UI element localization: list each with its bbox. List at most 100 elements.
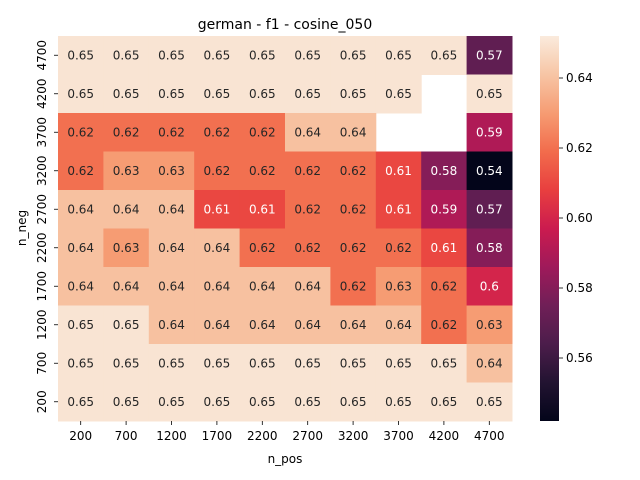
heatmap-cell <box>58 228 104 268</box>
cell-value-label: 0.64 <box>476 356 503 370</box>
cell-value-label: 0.62 <box>431 318 458 332</box>
heatmap-cell <box>421 305 468 345</box>
heatmap-cell <box>148 74 195 114</box>
heatmap-cell <box>239 36 286 75</box>
cell-value-label: 0.65 <box>431 356 458 370</box>
heatmap-cell <box>103 267 150 306</box>
heatmap-cell <box>285 74 331 114</box>
heatmap-cell <box>330 151 377 191</box>
x-tick-label: 700 <box>115 429 138 443</box>
colorbar-tick-label: 0.62 <box>566 141 593 155</box>
cell-value-labels: 0.65 0.65 0.65 0.65 0.65 0.65 0.65 0.65 0.65 0.57… <box>67 48 502 409</box>
cell-value-label: 0.65 <box>204 48 231 62</box>
cell-value-label: 0.65 <box>249 87 276 101</box>
cell-value-label: 0.6 <box>480 279 499 293</box>
cell-value-label: 0.65 <box>294 395 321 409</box>
cell-value-label: 0.61 <box>431 241 458 255</box>
cell-value-label: 0.59 <box>431 202 458 216</box>
cell-value-label: 0.65 <box>249 395 276 409</box>
heatmap-cell <box>330 344 377 383</box>
cell-value-label: 0.65 <box>249 356 276 370</box>
y-tick-label: 3200 <box>35 155 49 186</box>
heatmap-cell <box>58 151 104 191</box>
cell-value-label: 0.62 <box>158 125 185 139</box>
chart-title: german - f1 - cosine_050 <box>198 17 373 33</box>
cell-value-label: 0.65 <box>431 48 458 62</box>
cell-value-label: 0.62 <box>294 202 321 216</box>
heatmap-cell <box>421 228 468 268</box>
heatmap-cell <box>103 74 150 114</box>
heatmap-cell <box>194 267 241 306</box>
heatmap-cell <box>375 305 422 345</box>
cell-value-label: 0.65 <box>67 395 94 409</box>
heatmap-cell <box>58 36 104 75</box>
cell-value-label: 0.63 <box>385 279 412 293</box>
heatmap-cell <box>148 151 195 191</box>
cell-value-label: 0.65 <box>204 395 231 409</box>
heatmap-cell <box>148 113 195 152</box>
heatmap-cell <box>466 36 513 75</box>
heatmap-cell <box>421 36 468 75</box>
cell-value-label: 0.62 <box>249 125 276 139</box>
heatmap-cell <box>239 382 286 422</box>
heatmap-cell <box>194 151 241 191</box>
cell-value-label: 0.62 <box>249 241 276 255</box>
cell-value-label: 0.64 <box>67 241 94 255</box>
heatmap-cell <box>330 74 377 114</box>
y-axis-label: n_neg <box>15 210 29 246</box>
heatmap-cell <box>103 36 150 75</box>
heatmap-cell <box>421 151 468 191</box>
cell-value-label: 0.64 <box>204 318 231 332</box>
heatmap-cell <box>330 228 377 268</box>
heatmap-cell <box>285 344 331 383</box>
heatmap-cell <box>194 344 241 383</box>
heatmap-cell <box>285 36 331 75</box>
heatmap-cell <box>330 267 377 306</box>
heatmap-cell <box>285 305 331 345</box>
cell-value-label: 0.65 <box>249 48 276 62</box>
cell-value-label: 0.65 <box>385 48 412 62</box>
heatmap-cell <box>375 344 422 383</box>
heatmap-cell <box>239 74 286 114</box>
cell-value-label: 0.64 <box>158 241 185 255</box>
cell-value-label: 0.65 <box>113 87 140 101</box>
heatmap-cell <box>466 382 513 422</box>
cell-value-label: 0.63 <box>113 164 140 178</box>
cell-value-label: 0.58 <box>476 241 503 255</box>
colorbar-tick-label: 0.56 <box>566 351 593 365</box>
cell-value-label: 0.62 <box>340 202 367 216</box>
heatmap-cell <box>148 36 195 75</box>
cell-value-label: 0.58 <box>431 164 458 178</box>
cell-value-label: 0.64 <box>294 279 321 293</box>
y-tick-label: 1200 <box>35 309 49 340</box>
heatmap-cell <box>466 228 513 268</box>
heatmap-cell <box>148 228 195 268</box>
cell-value-label: 0.62 <box>340 279 367 293</box>
y-tick-label: 4700 <box>35 40 49 71</box>
heatmap-cell <box>330 382 377 422</box>
x-tick-label: 2700 <box>292 429 323 443</box>
cell-value-label: 0.65 <box>158 395 185 409</box>
heatmap-cell <box>239 344 286 383</box>
cell-value-label: 0.62 <box>249 164 276 178</box>
heatmap-cell <box>58 305 104 345</box>
cell-value-label: 0.65 <box>294 356 321 370</box>
heatmap-cell <box>466 190 513 229</box>
cell-value-label: 0.61 <box>385 164 412 178</box>
heatmap-cell <box>375 267 422 306</box>
colorbar-ticks: 0.56 0.58 0.60 0.62 0.64 <box>559 71 593 365</box>
y-tick-label: 2200 <box>35 232 49 263</box>
heatmap-cell <box>239 267 286 306</box>
cell-value-label: 0.65 <box>294 48 321 62</box>
cell-value-label: 0.62 <box>204 164 231 178</box>
x-tick-label: 3200 <box>338 429 369 443</box>
heatmap-cell <box>239 228 286 268</box>
cell-value-label: 0.64 <box>67 202 94 216</box>
cell-value-label: 0.65 <box>385 356 412 370</box>
heatmap-cells <box>58 36 513 422</box>
cell-value-label: 0.65 <box>340 48 367 62</box>
y-axis-ticks: 4700 4200 3700 3200 2700 2200 1700 1200 700 200 <box>35 40 58 413</box>
cell-value-label: 0.62 <box>385 241 412 255</box>
heatmap-cell <box>194 190 241 229</box>
cell-value-label: 0.62 <box>340 241 367 255</box>
